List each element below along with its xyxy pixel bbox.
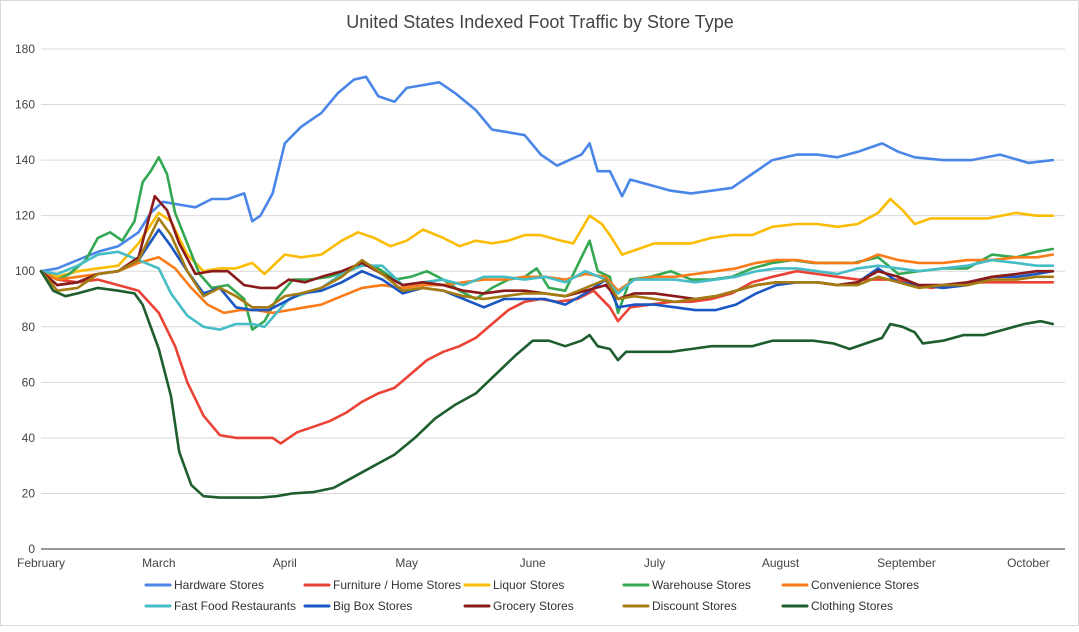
y-tick-label: 40 <box>22 431 36 445</box>
series-line-furniture-home-stores <box>39 269 1055 445</box>
y-tick-label: 100 <box>15 264 35 278</box>
x-tick-label: October <box>1007 556 1050 570</box>
series-line-hardware-stores <box>39 75 1055 273</box>
chart-title: United States Indexed Foot Traffic by St… <box>346 12 734 32</box>
series-line-convenience-stores <box>39 253 1055 315</box>
x-tick-label: August <box>762 556 800 570</box>
legend-label-clothing-stores: Clothing Stores <box>811 599 893 613</box>
legend-label-big-box-stores: Big Box Stores <box>333 599 412 613</box>
legend-label-discount-stores: Discount Stores <box>652 599 737 613</box>
x-tick-label: June <box>520 556 546 570</box>
y-tick-label: 160 <box>15 98 35 112</box>
y-tick-label: 20 <box>22 486 36 500</box>
series-line-clothing-stores <box>39 269 1055 499</box>
y-tick-label: 60 <box>22 375 36 389</box>
axes: 0 20 40 60 80 100 120 140 160 180 February March Apr… <box>15 42 1065 570</box>
x-tick-label: September <box>877 556 936 570</box>
series-line-discount-stores <box>39 217 1055 309</box>
legend-label-convenience-stores: Convenience Stores <box>811 578 919 592</box>
x-tick-label: May <box>395 556 418 570</box>
legend-label-fast-food-restaurants: Fast Food Restaurants <box>174 599 296 613</box>
series-lines <box>39 75 1055 499</box>
y-tick-label: 0 <box>28 542 35 556</box>
legend-label-liquor-stores: Liquor Stores <box>493 578 564 592</box>
y-tick-label: 140 <box>15 153 35 167</box>
y-tick-label: 80 <box>22 320 36 334</box>
x-tick-label: February <box>17 556 65 570</box>
x-tick-label: July <box>644 556 665 570</box>
legend: Hardware Stores Furniture / Home Stores Li… <box>144 578 919 613</box>
series-line-warehouse-stores <box>39 156 1055 331</box>
y-tick-label: 120 <box>15 209 35 223</box>
y-tick-label: 180 <box>15 42 35 56</box>
legend-label-furniture-home-stores: Furniture / Home Stores <box>333 578 461 592</box>
x-tick-label: April <box>273 556 297 570</box>
legend-label-warehouse-stores: Warehouse Stores <box>652 578 751 592</box>
x-tick-label: March <box>142 556 175 570</box>
series-line-grocery-stores <box>39 194 1055 301</box>
series-line-liquor-stores <box>39 197 1055 279</box>
legend-label-hardware-stores: Hardware Stores <box>174 578 264 592</box>
series-line-fast-food-restaurants <box>39 250 1055 331</box>
legend-label-grocery-stores: Grocery Stores <box>493 599 574 613</box>
